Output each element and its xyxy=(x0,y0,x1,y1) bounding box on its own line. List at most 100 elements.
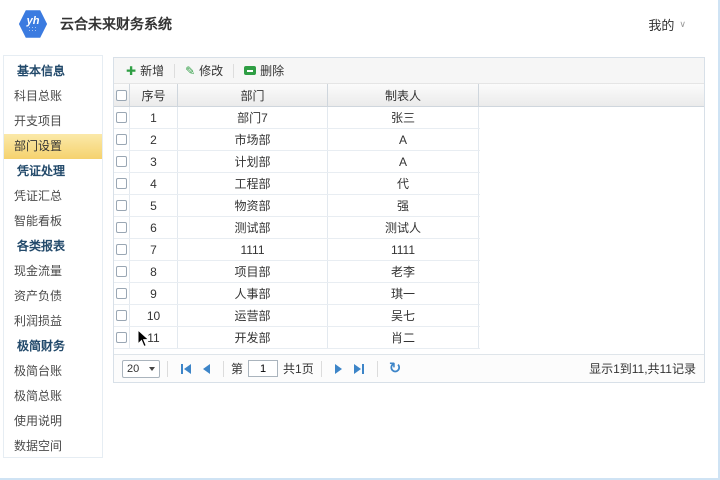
cell-person: 代 xyxy=(328,173,479,194)
cell-person: 肖二 xyxy=(328,327,479,348)
sidebar-item[interactable]: 部门设置 xyxy=(4,134,102,159)
sidebar-item[interactable]: 开支项目 xyxy=(14,114,63,128)
row-checkbox[interactable] xyxy=(116,332,127,343)
row-checkbox[interactable] xyxy=(116,266,127,277)
page-input[interactable] xyxy=(248,360,279,377)
row-checkbox-cell xyxy=(114,129,130,150)
row-checkbox-cell xyxy=(114,261,130,282)
table-header-row: 序号 部门 制表人 xyxy=(114,84,704,107)
cell-dept: 物资部 xyxy=(178,195,328,216)
cell-no: 4 xyxy=(130,173,178,194)
select-all-checkbox[interactable] xyxy=(116,89,127,101)
sidebar-item[interactable]: 数据空间 xyxy=(14,439,63,453)
table-body: 1 部门7 张三 2 市场部 A 3 计划部 A 4 工程部代 5 物资部强 6 测试部 测试人 7 1111 11… xyxy=(114,107,704,349)
row-checkbox-cell xyxy=(114,305,130,326)
sidebar-item[interactable]: 使用说明 xyxy=(14,414,63,428)
row-checkbox[interactable] xyxy=(116,288,127,299)
prev-page-icon xyxy=(203,363,210,374)
table-row[interactable]: 11 开发部 肖二 xyxy=(114,327,480,349)
cell-dept: 部门7 xyxy=(178,107,328,128)
row-checkbox[interactable] xyxy=(116,222,127,233)
column-header-person[interactable]: 制表人 xyxy=(328,84,479,106)
cell-person: A xyxy=(328,129,479,150)
sidebar-group-header: 凭证处理 xyxy=(17,164,66,178)
add-button[interactable]: ✚ 新增 xyxy=(120,60,170,81)
cell-person: 强 xyxy=(328,195,479,216)
table-row[interactable]: 7 1111 1111 xyxy=(114,239,480,261)
column-header-no[interactable]: 序号 xyxy=(130,84,178,106)
table-row[interactable]: 6 测试部 测试人 xyxy=(114,217,480,239)
toolbar: ✚ 新增 ✎ 修改 删除 xyxy=(114,58,704,84)
toolbar-divider xyxy=(233,63,235,78)
table-row[interactable]: 9 人事部 琪一 xyxy=(114,283,480,305)
row-checkbox[interactable] xyxy=(116,200,127,211)
page-prefix-label: 第 xyxy=(231,362,244,376)
pager-divider xyxy=(376,360,378,377)
refresh-button[interactable]: ↻ xyxy=(388,360,402,377)
page-size-select[interactable]: 20 xyxy=(122,359,160,378)
cell-person: 老李 xyxy=(328,261,479,282)
row-checkbox[interactable] xyxy=(116,156,127,167)
table-row[interactable]: 5 物资部强 xyxy=(114,195,480,217)
cell-no: 3 xyxy=(130,151,178,172)
row-checkbox-cell xyxy=(114,217,130,238)
pager-divider xyxy=(320,360,322,377)
cell-dept: 测试部 xyxy=(178,217,328,238)
prev-page-button[interactable] xyxy=(197,363,216,374)
edit-button[interactable]: ✎ 修改 xyxy=(179,60,229,81)
page-total-label: 共1页 xyxy=(283,362,314,376)
last-page-button[interactable] xyxy=(348,363,370,374)
sidebar-item[interactable]: 极简台账 xyxy=(14,364,63,378)
table-row[interactable]: 10 运营部 吴七 xyxy=(114,305,480,327)
first-page-button[interactable] xyxy=(175,363,197,374)
toolbar-divider xyxy=(174,63,176,78)
cell-person: 测试人 xyxy=(328,217,479,238)
cell-person: 1111 xyxy=(328,239,479,260)
next-page-button[interactable] xyxy=(329,363,348,374)
column-header-dept[interactable]: 部门 xyxy=(178,84,328,106)
row-checkbox-cell xyxy=(114,283,130,304)
row-checkbox-cell xyxy=(114,239,130,260)
table-row[interactable]: 2 市场部 A xyxy=(114,129,480,151)
table-row[interactable]: 4 工程部代 xyxy=(114,173,480,195)
table-row[interactable]: 1 部门7 张三 xyxy=(114,107,480,129)
cell-person: 吴七 xyxy=(328,305,479,326)
pencil-icon: ✎ xyxy=(185,63,196,78)
pager-status: 显示1到11,共11记录 xyxy=(589,362,696,376)
sidebar-item[interactable]: 极简总账 xyxy=(14,389,63,403)
table-row[interactable]: 3 计划部 A xyxy=(114,151,480,173)
sidebar-item[interactable]: 利润损益 xyxy=(14,314,63,328)
sidebar-item[interactable]: 资产负债 xyxy=(14,289,63,303)
plus-icon: ✚ xyxy=(126,63,137,78)
row-checkbox[interactable] xyxy=(116,310,127,321)
cell-dept: 人事部 xyxy=(178,283,328,304)
cell-dept: 市场部 xyxy=(178,129,328,150)
cell-dept: 运营部 xyxy=(178,305,328,326)
delete-button[interactable]: 删除 xyxy=(238,60,290,81)
cell-dept: 开发部 xyxy=(178,327,328,348)
sidebar-item[interactable]: 现金流量 xyxy=(14,264,63,278)
sidebar-item[interactable]: 智能看板 xyxy=(14,214,63,228)
logo-dots: ::: xyxy=(28,25,38,33)
cell-dept: 计划部 xyxy=(178,151,328,172)
row-checkbox[interactable] xyxy=(116,178,127,189)
row-checkbox-cell xyxy=(114,173,130,194)
user-menu[interactable]: 我的 ∨ xyxy=(648,15,704,34)
row-checkbox-cell xyxy=(114,327,130,348)
select-caret-icon xyxy=(149,366,155,371)
row-checkbox[interactable] xyxy=(116,112,127,123)
table-row[interactable]: 8 项目部 老李 xyxy=(114,261,480,283)
cell-dept: 工程部 xyxy=(178,173,328,194)
row-checkbox[interactable] xyxy=(116,134,127,145)
sidebar-item[interactable]: 科目总账 xyxy=(14,89,63,103)
row-checkbox-cell xyxy=(114,151,130,172)
sidebar-item[interactable]: 凭证汇总 xyxy=(14,189,63,203)
sidebar: 基本信息 科目总账 开支项目 部门设置 凭证处理 凭证汇总 智能看板 各类报表 现金流量 资产负债… xyxy=(3,55,103,458)
pager-divider xyxy=(223,360,224,377)
pager-bar: 20 第 共1页 ↻ 显示1到11,共11记录 xyxy=(114,354,704,382)
row-checkbox[interactable] xyxy=(116,244,127,255)
delete-icon xyxy=(244,66,257,75)
cell-no: 9 xyxy=(130,283,178,304)
cell-no: 7 xyxy=(130,239,178,260)
